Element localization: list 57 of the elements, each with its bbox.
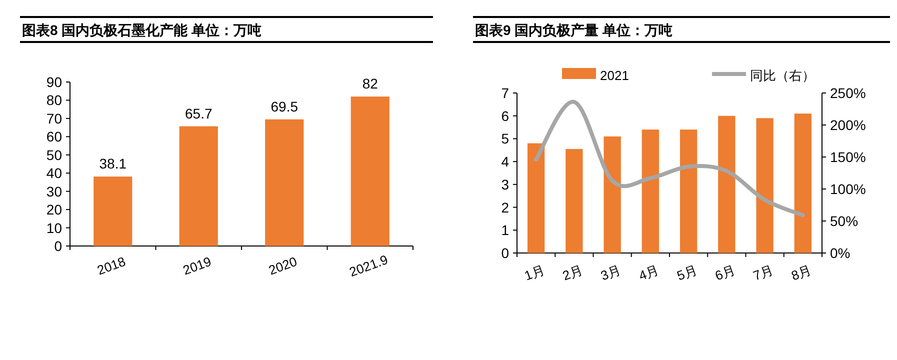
x-tick-label: 7月 bbox=[751, 262, 776, 284]
y-tick-label: 20 bbox=[46, 202, 62, 218]
y-tick-label: 1 bbox=[501, 222, 510, 238]
y2-tick-label: 50% bbox=[830, 213, 858, 229]
y-tick-label: 60 bbox=[46, 128, 62, 145]
y-tick-label: 30 bbox=[46, 183, 62, 200]
x-tick-label: 2021.9 bbox=[347, 252, 390, 280]
bar bbox=[756, 118, 774, 253]
y2-tick-label: 100% bbox=[830, 181, 866, 197]
chart-title: 图表9 国内负极产量 单位：万吨 bbox=[475, 22, 673, 38]
data-label: 69.5 bbox=[270, 98, 298, 114]
legend-label: 同比（右） bbox=[750, 68, 815, 83]
y-tick-label: 0 bbox=[501, 245, 510, 261]
bar bbox=[265, 119, 304, 246]
y-tick-label: 6 bbox=[501, 108, 510, 124]
data-label: 82 bbox=[362, 76, 378, 92]
bar bbox=[680, 130, 698, 253]
y-tick-label: 40 bbox=[46, 165, 62, 182]
y-tick-label: 80 bbox=[46, 92, 62, 108]
bar bbox=[527, 143, 545, 253]
y-tick-label: 2 bbox=[501, 199, 510, 216]
y-tick-label: 90 bbox=[46, 74, 62, 90]
chart-title: 图表8 国内负极石墨化产能 单位：万吨 bbox=[22, 22, 262, 38]
y-tick-label: 5 bbox=[501, 130, 510, 147]
y2-tick-label: 200% bbox=[830, 117, 866, 133]
bar bbox=[642, 130, 660, 253]
x-tick-label: 2019 bbox=[180, 254, 214, 278]
x-tick-label: 5月 bbox=[674, 262, 700, 284]
bar bbox=[566, 149, 583, 253]
y2-tick-label: 250% bbox=[830, 85, 866, 101]
x-tick-label: 4月 bbox=[636, 262, 661, 284]
x-tick-label: 8月 bbox=[789, 262, 814, 284]
x-tick-label: 3月 bbox=[598, 262, 623, 284]
y-tick-label: 70 bbox=[46, 110, 62, 126]
x-tick-label: 6月 bbox=[713, 262, 738, 284]
data-label: 65.7 bbox=[185, 105, 212, 122]
bar bbox=[179, 126, 218, 246]
bar bbox=[94, 176, 132, 246]
x-tick-label: 2020 bbox=[266, 254, 299, 278]
y-tick-label: 0 bbox=[54, 238, 62, 254]
y-tick-label: 50 bbox=[46, 146, 62, 163]
y2-tick-label: 0% bbox=[830, 245, 850, 261]
bar bbox=[794, 114, 812, 253]
data-label: 38.1 bbox=[99, 156, 127, 172]
y-tick-label: 10 bbox=[46, 220, 62, 236]
bar bbox=[718, 116, 736, 253]
legend-label: 2021 bbox=[600, 68, 629, 83]
y-tick-label: 4 bbox=[501, 154, 510, 170]
y2-tick-label: 150% bbox=[830, 149, 866, 165]
bar bbox=[350, 96, 390, 246]
y-tick-label: 3 bbox=[501, 176, 510, 192]
line-series bbox=[534, 100, 805, 218]
bar bbox=[604, 136, 621, 253]
x-tick-label: 2018 bbox=[95, 254, 128, 278]
x-tick-label: 1月 bbox=[522, 262, 547, 284]
x-tick-label: 2月 bbox=[560, 262, 585, 284]
y-tick-label: 7 bbox=[501, 85, 510, 101]
